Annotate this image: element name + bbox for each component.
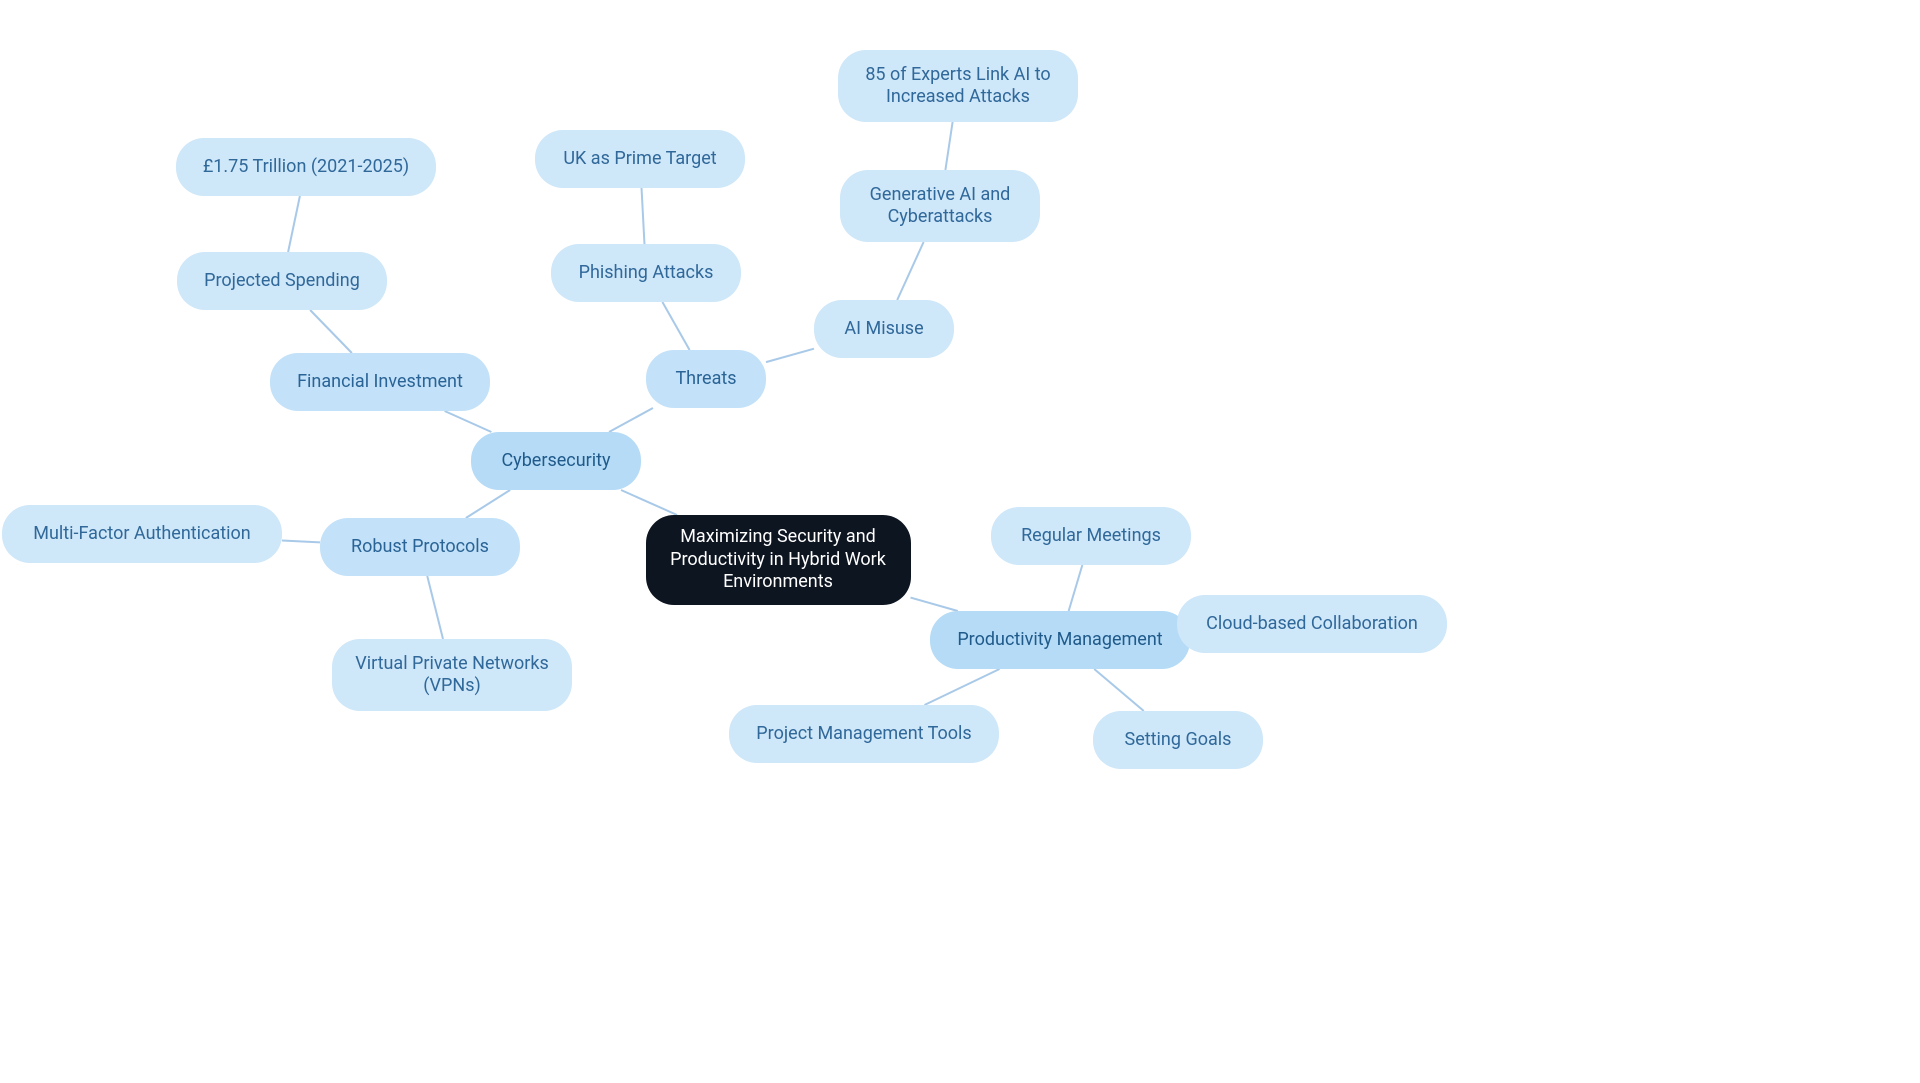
edge-fin-spend — [310, 310, 352, 353]
node-cyber: Cybersecurity — [471, 432, 641, 490]
edge-phish-uk — [642, 188, 645, 244]
edge-root-prod — [911, 598, 958, 611]
edge-robust-vpn — [427, 576, 443, 639]
edge-prod-meet — [1069, 565, 1083, 611]
node-cloud: Cloud-based Collaboration — [1177, 595, 1447, 653]
edge-genai-experts — [945, 122, 952, 170]
node-fin: Financial Investment — [270, 353, 490, 411]
edge-cyber-threats — [609, 408, 653, 432]
edge-cyber-fin — [445, 411, 492, 432]
node-pm: Project Management Tools — [729, 705, 999, 763]
edge-spend-trill — [288, 196, 300, 252]
node-goals: Setting Goals — [1093, 711, 1263, 769]
node-vpn: Virtual Private Networks (VPNs) — [332, 639, 572, 711]
edge-root-cyber — [621, 490, 677, 515]
node-meet: Regular Meetings — [991, 507, 1191, 565]
node-prod: Productivity Management — [930, 611, 1190, 669]
node-threats: Threats — [646, 350, 766, 408]
node-root: Maximizing Security and Productivity in … — [646, 515, 911, 605]
node-aimis: AI Misuse — [814, 300, 954, 358]
edge-threats-phish — [662, 302, 689, 350]
edge-threats-aimis — [766, 349, 814, 362]
node-spend: Projected Spending — [177, 252, 387, 310]
node-mfa: Multi-Factor Authentication — [2, 505, 282, 563]
edge-prod-goals — [1094, 669, 1144, 711]
edge-aimis-genai — [897, 242, 923, 300]
node-phish: Phishing Attacks — [551, 244, 741, 302]
node-genai: Generative AI and Cyberattacks — [840, 170, 1040, 242]
node-uk: UK as Prime Target — [535, 130, 745, 188]
edge-robust-mfa — [282, 541, 320, 543]
node-experts: 85 of Experts Link AI to Increased Attac… — [838, 50, 1078, 122]
node-robust: Robust Protocols — [320, 518, 520, 576]
node-trill: £1.75 Trillion (2021-2025) — [176, 138, 436, 196]
edge-prod-pm — [924, 669, 999, 705]
mindmap-canvas: Maximizing Security and Productivity in … — [0, 0, 1920, 1083]
edge-cyber-robust — [466, 490, 510, 518]
